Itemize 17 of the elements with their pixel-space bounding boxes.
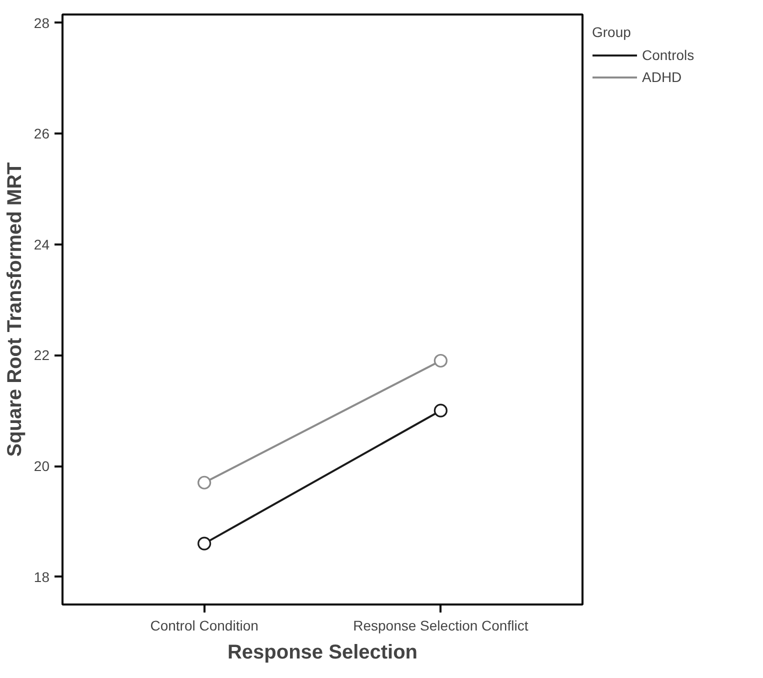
legend-label: ADHD <box>642 69 682 85</box>
point <box>434 354 448 368</box>
legend-label: Controls <box>642 47 694 63</box>
y-tick-label: 26 <box>34 126 50 142</box>
point <box>434 404 448 418</box>
point <box>198 536 212 550</box>
x-tick-label: Control Condition <box>150 618 258 634</box>
legend-title: Group <box>592 24 632 40</box>
y-tick-label: 18 <box>34 568 50 585</box>
y-tick-label: 24 <box>34 236 50 252</box>
point <box>198 476 212 490</box>
x-tick-label: Response Selection Conflict <box>353 618 528 634</box>
x-axis-title: Response Selection <box>227 642 418 664</box>
y-axis-title: Square Root Transformed MRT <box>4 162 26 457</box>
y-tick-label: 22 <box>34 347 50 364</box>
y-tick-label: 28 <box>34 14 50 31</box>
y-tick-label: 20 <box>34 458 50 474</box>
